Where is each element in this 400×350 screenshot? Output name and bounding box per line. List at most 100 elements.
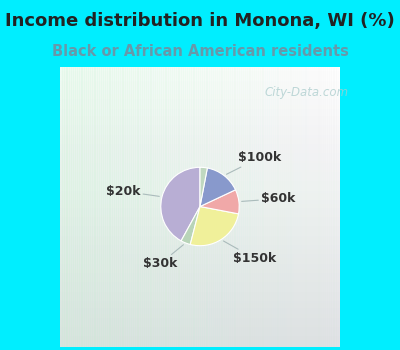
Bar — [60, 66, 340, 68]
Bar — [60, 78, 340, 79]
Bar — [68, 66, 69, 346]
Bar — [60, 68, 340, 70]
Bar — [60, 216, 340, 218]
Bar — [90, 66, 92, 346]
Bar — [60, 98, 340, 100]
Bar — [60, 343, 340, 345]
Bar — [60, 345, 340, 346]
Bar — [60, 322, 340, 324]
Bar — [144, 66, 146, 346]
Bar — [60, 303, 340, 306]
Bar — [60, 335, 340, 337]
Bar — [60, 104, 340, 106]
Bar — [60, 292, 340, 294]
Bar — [60, 283, 340, 285]
Bar — [166, 66, 168, 346]
Bar — [194, 66, 196, 346]
Bar — [258, 66, 260, 346]
Bar — [60, 138, 340, 139]
Bar — [60, 167, 340, 169]
Bar — [131, 66, 133, 346]
Bar — [318, 66, 320, 346]
Bar — [288, 66, 290, 346]
Bar — [60, 194, 340, 195]
Bar — [250, 66, 252, 346]
Bar — [312, 66, 314, 346]
Bar — [60, 270, 340, 272]
Bar — [60, 160, 340, 162]
Bar — [310, 66, 312, 346]
Bar — [60, 264, 340, 266]
Bar — [60, 318, 340, 320]
Bar — [60, 184, 340, 186]
Bar — [60, 328, 340, 330]
Bar — [66, 66, 68, 346]
Bar — [60, 313, 340, 315]
Bar — [252, 66, 254, 346]
Bar — [60, 169, 340, 171]
Bar — [86, 66, 88, 346]
Bar — [97, 66, 99, 346]
Bar — [334, 66, 336, 346]
Bar — [327, 66, 329, 346]
Bar — [60, 180, 340, 182]
Bar — [60, 156, 340, 158]
Bar — [329, 66, 331, 346]
Bar — [92, 66, 94, 346]
Bar — [60, 145, 340, 147]
Bar — [60, 201, 340, 203]
Bar — [69, 66, 71, 346]
Bar — [198, 66, 200, 346]
Text: $20k: $20k — [106, 185, 159, 198]
Bar — [211, 66, 213, 346]
Bar — [118, 66, 120, 346]
Bar — [127, 66, 129, 346]
Bar — [60, 212, 340, 214]
Bar — [228, 66, 230, 346]
Bar — [73, 66, 75, 346]
Bar — [60, 175, 340, 177]
Bar — [60, 300, 340, 302]
Bar — [208, 66, 209, 346]
Bar — [60, 72, 340, 74]
Bar — [60, 324, 340, 326]
Bar — [60, 272, 340, 274]
Bar — [174, 66, 176, 346]
Bar — [325, 66, 327, 346]
Bar — [275, 66, 276, 346]
Bar — [133, 66, 135, 346]
Bar — [60, 102, 340, 104]
Bar — [60, 236, 340, 238]
Bar — [155, 66, 157, 346]
Bar — [299, 66, 301, 346]
Bar — [153, 66, 155, 346]
Bar — [60, 296, 340, 298]
Bar — [116, 66, 118, 346]
Bar — [60, 107, 340, 110]
Bar — [60, 229, 340, 231]
Bar — [170, 66, 172, 346]
Bar — [114, 66, 116, 346]
Bar — [150, 66, 152, 346]
Bar — [60, 223, 340, 225]
Bar — [60, 87, 340, 89]
Bar — [60, 331, 340, 334]
Bar — [60, 289, 340, 290]
Bar — [264, 66, 265, 346]
Bar — [217, 66, 219, 346]
Bar — [282, 66, 284, 346]
Bar — [60, 149, 340, 150]
Bar — [290, 66, 292, 346]
Bar — [60, 281, 340, 283]
Bar — [204, 66, 206, 346]
Bar — [103, 66, 105, 346]
Bar — [60, 166, 340, 167]
Bar — [99, 66, 101, 346]
Bar — [60, 74, 340, 76]
Bar — [60, 231, 340, 233]
Bar — [146, 66, 148, 346]
Wedge shape — [200, 168, 236, 206]
Bar — [60, 163, 340, 166]
Bar — [157, 66, 159, 346]
Bar — [101, 66, 103, 346]
